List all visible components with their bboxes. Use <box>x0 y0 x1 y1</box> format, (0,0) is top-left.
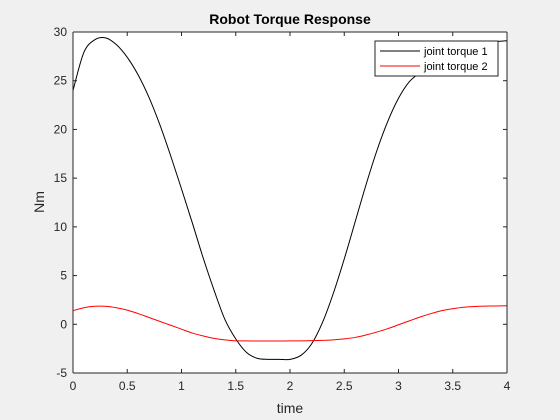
y-tick-label: 5 <box>60 269 67 283</box>
y-tick-label: 20 <box>54 122 68 136</box>
y-tick-label: 30 <box>54 25 68 39</box>
x-tick-label: 1.5 <box>227 379 244 393</box>
plot-area-background <box>73 32 507 373</box>
y-tick-label: 25 <box>54 74 68 88</box>
series-line-2 <box>72 305 508 342</box>
x-tick-label: 1 <box>178 379 185 393</box>
legend-box <box>374 40 499 77</box>
x-tick-label: 0.5 <box>119 379 136 393</box>
x-tick-label: 2.5 <box>336 379 353 393</box>
x-tick-label: 3 <box>395 379 402 393</box>
x-tick-label: 0 <box>70 379 77 393</box>
y-tick-label: 0 <box>60 317 67 331</box>
x-tick-label: 2 <box>287 379 294 393</box>
y-axis-label: Nm <box>31 191 47 213</box>
x-axis-label: time <box>277 400 304 416</box>
legend: joint torque 1 joint torque 2 <box>374 40 499 77</box>
x-tick-label: 3.5 <box>444 379 461 393</box>
y-tick-label: 15 <box>54 171 68 185</box>
legend-label-1: joint torque 1 <box>423 46 488 58</box>
legend-label-2: joint torque 2 <box>423 61 488 73</box>
chart-title: Robot Torque Response <box>209 11 371 27</box>
y-tick-label: -5 <box>56 366 67 380</box>
y-tick-label: 10 <box>54 220 68 234</box>
x-tick-label: 4 <box>504 379 511 393</box>
